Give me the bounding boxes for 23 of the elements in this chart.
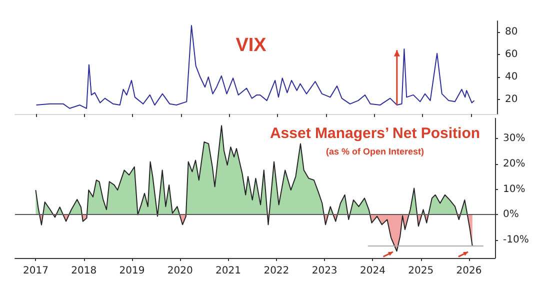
- x-tick-label: 2022: [264, 266, 290, 276]
- x-tick-label: 2020: [167, 266, 193, 276]
- x-tick-label: 2017: [22, 266, 48, 276]
- x-tick-label: 2023: [312, 266, 338, 276]
- text: VIX: [236, 35, 267, 56]
- x-tick-label: 2026: [456, 266, 482, 276]
- x-tick-label: 2025: [408, 266, 434, 276]
- y-tick-label: 20%: [503, 158, 526, 170]
- x-tick-label: 2019: [119, 266, 145, 276]
- y-tick-label: 40: [505, 72, 518, 83]
- y-tick-label: 0%: [503, 209, 519, 220]
- x-tick-label: 2018: [71, 266, 97, 276]
- y-tick-label: 10%: [503, 184, 526, 195]
- x-tick-label: 2024: [360, 266, 386, 276]
- text: Asset Managers’ Net Position: [270, 125, 480, 142]
- y-tick-label: 60: [505, 49, 518, 60]
- line-series: [36, 24, 475, 109]
- y-tick-label: 80: [505, 26, 518, 38]
- y-tick-label: -10%: [503, 234, 529, 246]
- y-tick-label: 30%: [503, 132, 526, 144]
- x-tick-label: 2021: [216, 266, 242, 276]
- y-tick-label: 20: [505, 94, 518, 105]
- text: (as % of Open Interest): [326, 146, 424, 156]
